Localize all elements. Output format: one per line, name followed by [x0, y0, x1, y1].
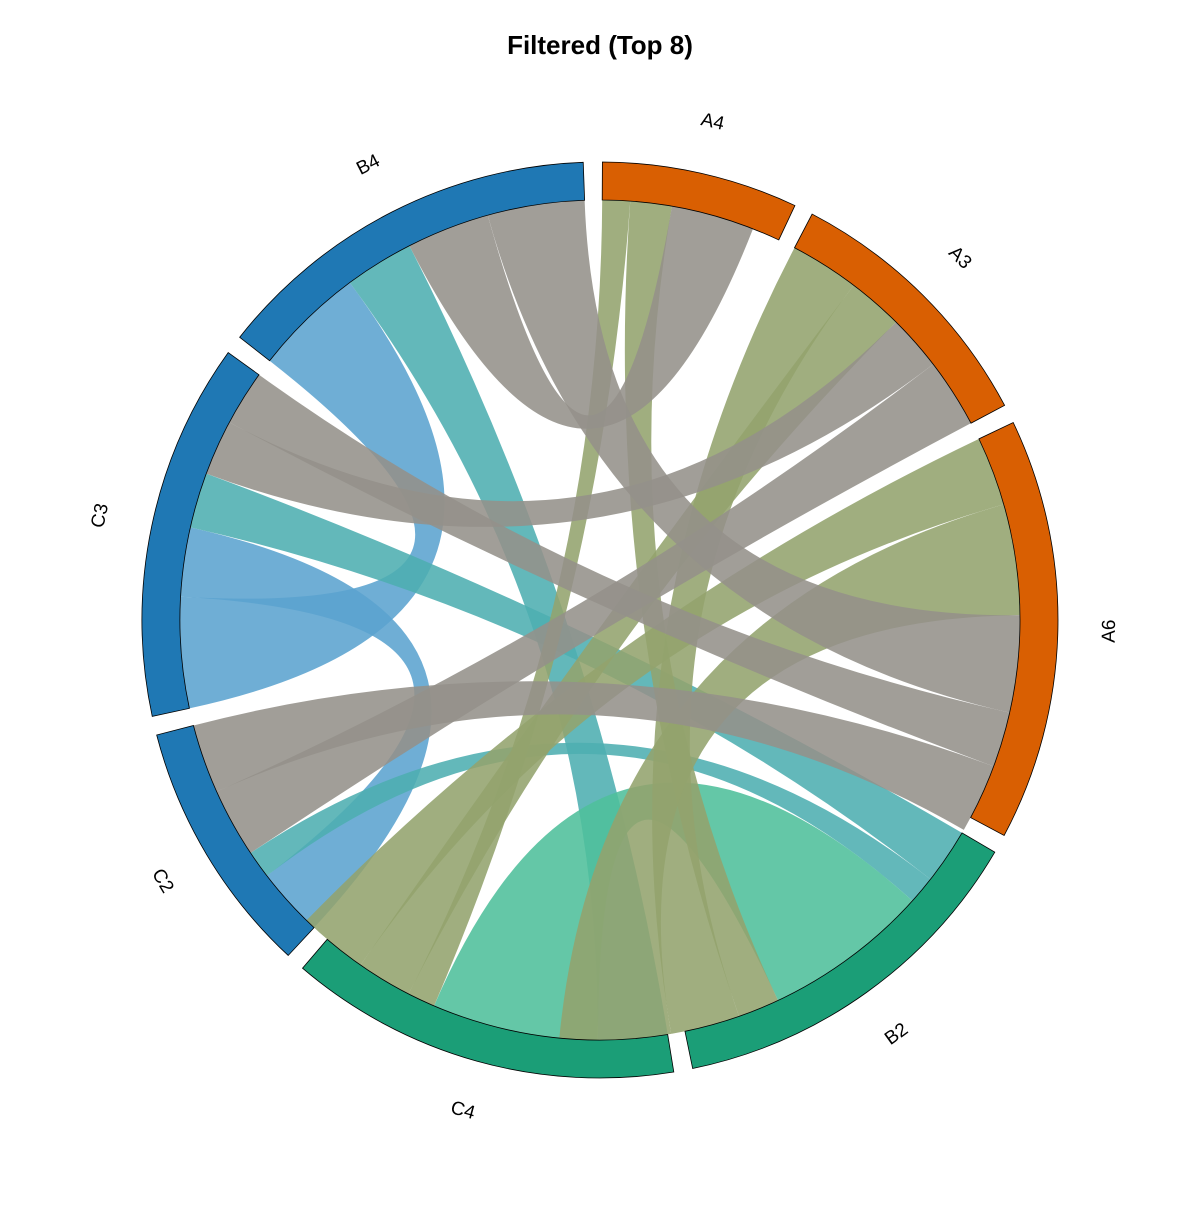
- chord-A3-C3: [206, 322, 934, 527]
- group-arc-B4: [239, 161, 586, 362]
- chord-A6-B4: [487, 200, 1020, 713]
- chord-A3-C2: [216, 364, 972, 853]
- chart-title: Filtered (Top 8): [507, 30, 693, 60]
- group-label-C2: C2: [147, 865, 177, 897]
- group-arc-A3: [793, 213, 1006, 424]
- group-arc-C4: [301, 938, 675, 1079]
- chord-A4-B4: [409, 206, 753, 429]
- group-label-B4: B4: [353, 150, 384, 179]
- chord-A4-C4: [408, 200, 631, 1006]
- chord-C2-C3: [180, 527, 432, 928]
- group-label-A3: A3: [944, 242, 975, 273]
- chord-C3-B2: [190, 473, 963, 880]
- group-arc-C2: [156, 724, 315, 957]
- group-arc-B2: [684, 832, 996, 1070]
- chord-links: [179, 200, 1020, 1041]
- group-label-A4: A4: [699, 109, 727, 135]
- chord-C4-B2: [434, 782, 913, 1040]
- group-label-C4: C4: [448, 1097, 477, 1124]
- chord-A6-C4: [306, 438, 1004, 966]
- group-label-B2: B2: [881, 1019, 912, 1050]
- group-arc-A4: [601, 161, 796, 241]
- group-arc-A6: [970, 421, 1059, 836]
- group-arcs: [141, 161, 1059, 1079]
- group-arc-C3: [141, 352, 260, 717]
- chord-C2-B2: [250, 742, 931, 901]
- group-label-C3: C3: [88, 502, 114, 530]
- chord-A6-C2: [193, 681, 994, 830]
- chord-A6-C3: [229, 374, 1010, 767]
- group-label-A6: A6: [1099, 619, 1121, 643]
